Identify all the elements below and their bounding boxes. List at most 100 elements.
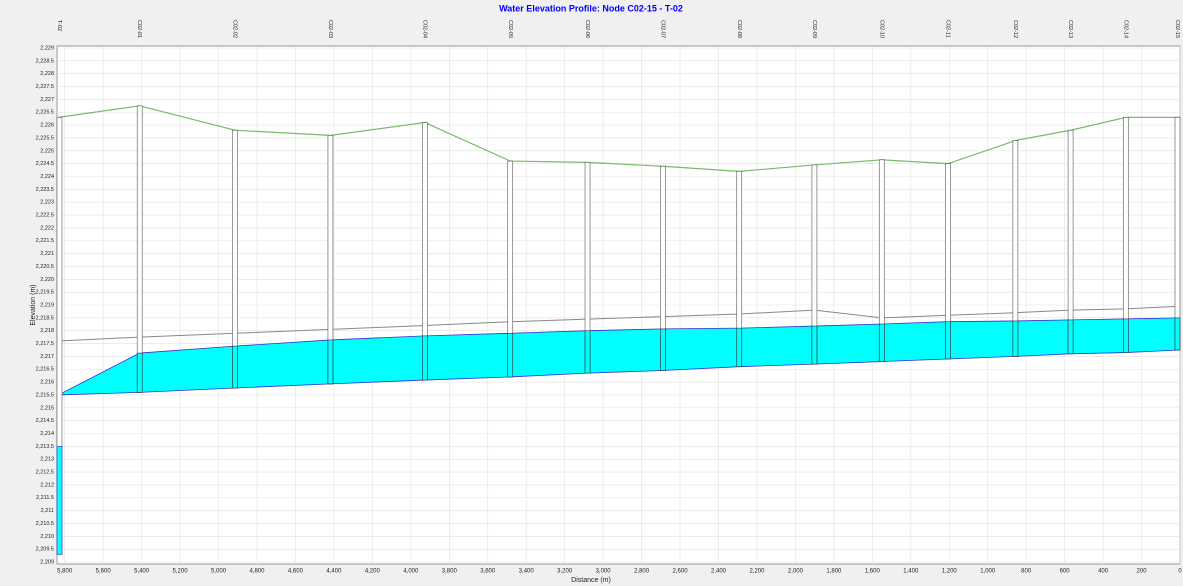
node-label: T-02 — [56, 20, 62, 31]
y-tick-label: 2,224.5 — [36, 161, 54, 167]
invert-line — [58, 349, 1181, 396]
y-tick-label: 2,227 — [40, 97, 54, 103]
y-tick-label: 2,219.5 — [36, 290, 54, 296]
y-tick-label: 2,212 — [40, 482, 54, 488]
x-tick-label: 1,600 — [865, 569, 881, 575]
y-tick-label: 2,215.5 — [36, 392, 54, 398]
y-tick-label: 2,223.5 — [36, 187, 54, 193]
node-label: C02-08 — [736, 20, 742, 38]
y-tick-label: 2,220 — [40, 277, 54, 283]
y-tick-label: 2,213 — [40, 457, 54, 463]
y-tick-label: 2,211.5 — [36, 495, 54, 501]
x-tick-label: 400 — [1098, 569, 1109, 575]
node-label: C02-01 — [136, 20, 142, 38]
y-tick-label: 2,211 — [41, 508, 54, 514]
node-water — [1122, 318, 1129, 353]
x-tick-label: 3,600 — [480, 569, 496, 575]
chart-title: Water Elevation Profile: Node C02-15 - T… — [499, 3, 683, 13]
x-tick-label: 1,000 — [980, 569, 996, 575]
node-label: C02-07 — [659, 20, 665, 38]
node-water — [811, 325, 818, 365]
node-water — [945, 321, 951, 360]
x-tick-label: 5,400 — [134, 569, 150, 575]
node-water — [232, 345, 238, 389]
y-tick-label: 2,225.5 — [36, 135, 54, 141]
x-tick-label: 2,600 — [673, 569, 689, 575]
x-tick-label: 5,200 — [173, 569, 189, 575]
x-tick-label: 5,000 — [211, 569, 227, 575]
x-tick-label: 0 — [1178, 569, 1182, 575]
ground-line — [58, 105, 1180, 172]
x-tick-label: 3,400 — [519, 569, 535, 575]
y-tick-label: 2,226.5 — [36, 110, 54, 116]
node-water — [878, 323, 885, 362]
y-tick-label: 2,228.5 — [36, 58, 54, 64]
node-label: C02-02 — [232, 20, 238, 38]
x-tick-label: 4,400 — [326, 569, 342, 575]
y-tick-label: 2,218.5 — [36, 315, 54, 321]
x-tick-label: 3,000 — [596, 569, 612, 575]
y-tick-label: 2,215 — [40, 405, 54, 411]
y-tick-label: 2,210.5 — [36, 521, 54, 527]
x-tick-label: 2,400 — [711, 569, 727, 575]
water-line — [58, 317, 1181, 396]
x-tick-label: 4,200 — [365, 569, 381, 575]
y-tick-label: 2,216 — [40, 380, 54, 386]
node — [136, 105, 143, 393]
x-tick-label: 3,800 — [442, 569, 458, 575]
y-tick-label: 2,210 — [40, 534, 54, 540]
y-tick-label: 2,222.5 — [36, 213, 54, 219]
node — [1174, 117, 1181, 351]
y-tick-label: 2,229 — [40, 45, 54, 51]
x-tick-label: 4,000 — [403, 569, 419, 575]
x-tick-label: 2,200 — [749, 569, 765, 575]
node-label: C02-13 — [1067, 20, 1073, 38]
x-tick-label: 3,200 — [557, 569, 573, 575]
node-label: C02-06 — [584, 20, 590, 38]
y-tick-label: 2,226 — [40, 123, 54, 129]
y-tick-label: 2,221.5 — [36, 238, 54, 244]
node-water — [1067, 319, 1074, 355]
x-tick-label: 5,600 — [96, 569, 112, 575]
y-tick-label: 2,214 — [40, 431, 54, 437]
y-tick-label: 2,228 — [40, 71, 54, 77]
water-fill — [58, 317, 1180, 395]
x-tick-label: 2,800 — [634, 569, 650, 575]
x-axis-label: Distance (m) — [571, 577, 611, 584]
node-water — [1012, 320, 1019, 357]
node-water — [422, 335, 428, 381]
node-label: C02-03 — [327, 20, 333, 38]
y-tick-label: 2,225 — [40, 148, 54, 154]
x-tick-label: 4,600 — [288, 569, 304, 575]
node-label: C02-14 — [1122, 20, 1128, 38]
node-label: C02-11 — [945, 20, 951, 38]
storage-water — [56, 446, 63, 555]
y-tick-label: 2,224 — [40, 174, 54, 180]
node-water — [584, 330, 591, 374]
y-tick-label: 2,213.5 — [36, 444, 54, 450]
x-tick-label: 1,400 — [903, 569, 919, 575]
y-tick-label: 2,219 — [40, 302, 54, 308]
y-tick-label: 2,223 — [40, 200, 54, 206]
y-tick-label: 2,220.5 — [36, 264, 54, 270]
y-tick-label: 2,216.5 — [36, 367, 54, 373]
y-tick-label: 2,221 — [40, 251, 54, 257]
node — [1122, 117, 1129, 353]
node-label: C02-05 — [507, 20, 513, 38]
x-tick-label: 200 — [1137, 569, 1148, 575]
y-tick-label: 2,214.5 — [36, 418, 54, 424]
y-tick-label: 2,222 — [40, 225, 54, 231]
node-water — [136, 352, 143, 393]
y-axis-label: Elevation (m) — [30, 284, 37, 325]
y-tick-label: 2,217 — [40, 354, 54, 360]
x-tick-label: 1,800 — [826, 569, 842, 575]
x-tick-label: 5,800 — [57, 569, 73, 575]
node-label: C02-12 — [1012, 20, 1018, 38]
node-label: C02-09 — [811, 20, 817, 38]
y-tick-label: 2,227.5 — [36, 84, 54, 90]
node-label: C02-15 — [1174, 20, 1180, 38]
y-tick-label: 2,209.5 — [36, 547, 54, 553]
x-tick-label: 800 — [1021, 569, 1032, 575]
node-water — [736, 327, 743, 367]
